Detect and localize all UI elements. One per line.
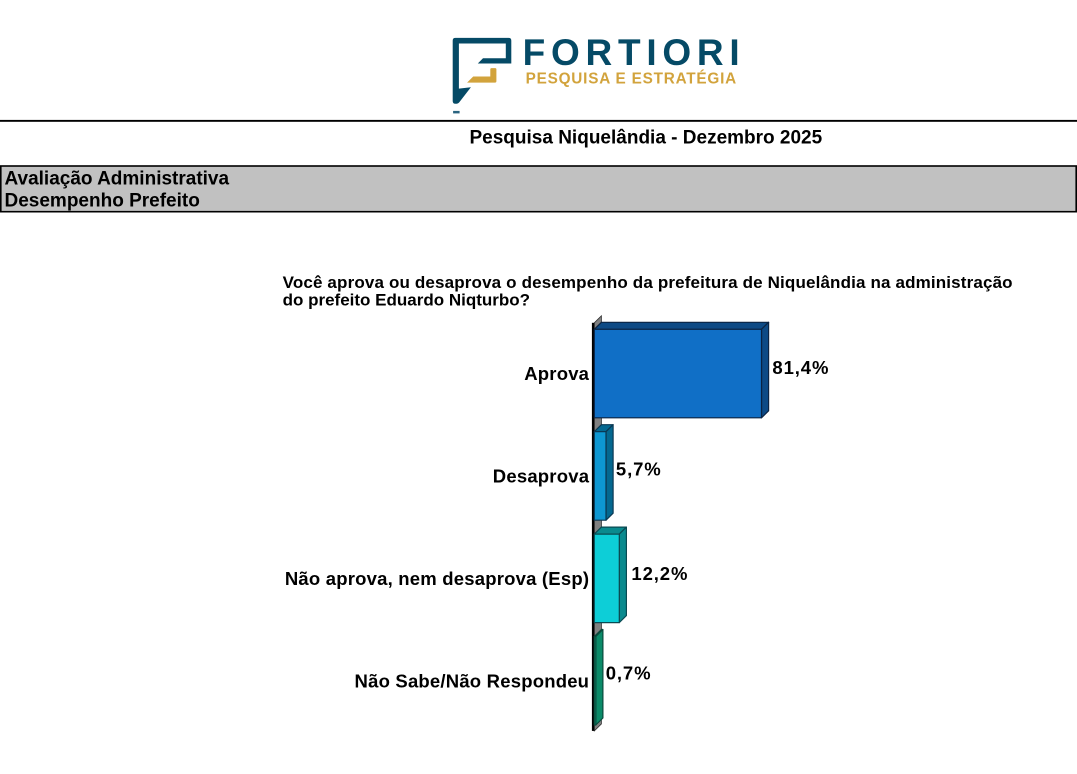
svg-text:Aprova: Aprova [524, 363, 589, 384]
svg-text:Não Sabe/Não Respondeu: Não Sabe/Não Respondeu [355, 670, 590, 691]
svg-text:Não aprova, nem desaprova (Esp: Não aprova, nem desaprova (Esp) [285, 568, 589, 589]
svg-text:Você aprova ou desaprova o des: Você aprova ou desaprova o desempenho da… [283, 273, 1013, 292]
svg-text:FORTIORI: FORTIORI [523, 32, 746, 73]
svg-text:Avaliação Administrativa: Avaliação Administrativa [5, 169, 230, 190]
svg-text:PESQUISA E ESTRATÉGIA: PESQUISA E ESTRATÉGIA [526, 70, 737, 87]
svg-text:12,2%: 12,2% [631, 563, 688, 584]
svg-text:do prefeito Eduardo Niqturbo?: do prefeito Eduardo Niqturbo? [283, 291, 530, 310]
svg-text:Desempenho Prefeito: Desempenho Prefeito [5, 190, 200, 211]
svg-text:Pesquisa Niquelândia - Dezembr: Pesquisa Niquelândia - Dezembro 2025 [470, 128, 823, 149]
svg-text:0,7%: 0,7% [606, 663, 652, 684]
svg-text:Desaprova: Desaprova [493, 466, 590, 487]
svg-text:5,7%: 5,7% [616, 458, 662, 479]
svg-text:81,4%: 81,4% [772, 357, 829, 378]
